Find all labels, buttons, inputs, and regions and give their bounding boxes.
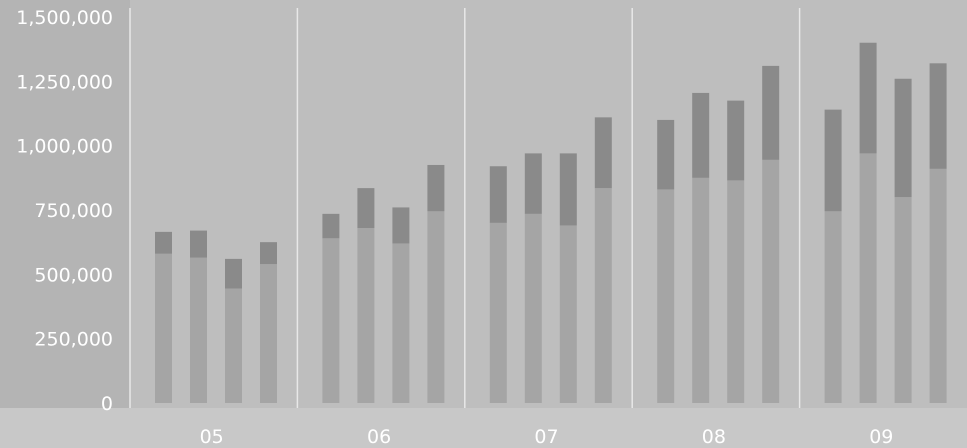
bar-lower-09-3 xyxy=(894,197,912,403)
bar-upper-07-3 xyxy=(559,153,577,226)
bar-upper-08-1 xyxy=(657,119,675,190)
bar-lower-08-2 xyxy=(692,177,710,403)
bar-upper-05-1 xyxy=(155,231,172,254)
bar-lower-09-2 xyxy=(859,153,877,403)
bar-lower-08-1 xyxy=(657,189,675,403)
bar-lower-06-3 xyxy=(392,243,410,403)
y-tick-label: 0 xyxy=(101,393,113,415)
bar-upper-05-3 xyxy=(225,258,242,289)
bar-lower-05-1 xyxy=(155,253,172,403)
bar-upper-08-2 xyxy=(692,92,710,178)
bar-upper-08-4 xyxy=(762,65,780,160)
bar-lower-06-2 xyxy=(357,228,375,403)
bar-upper-06-1 xyxy=(322,213,340,239)
bar-upper-09-1 xyxy=(824,109,842,212)
x-category-label: 06 xyxy=(367,426,391,448)
bar-lower-07-1 xyxy=(489,222,507,403)
bar-lower-07-4 xyxy=(594,188,612,403)
bar-upper-06-3 xyxy=(392,207,410,244)
category-band xyxy=(0,408,967,448)
y-tick-label: 250,000 xyxy=(34,329,113,351)
bar-lower-06-4 xyxy=(427,211,445,403)
bar-upper-07-4 xyxy=(594,117,612,189)
bar-upper-09-2 xyxy=(859,42,877,154)
bar-upper-05-2 xyxy=(190,230,207,258)
bar-lower-09-4 xyxy=(929,168,947,403)
bar-lower-05-3 xyxy=(225,288,242,403)
y-axis-ticks: 0 250,000 500,000 750,000 1,000,000 1,250,000… xyxy=(16,7,113,415)
y-tick-label: 1,250,000 xyxy=(16,71,113,93)
y-tick-label: 1,500,000 xyxy=(16,7,113,29)
bar-lower-05-2 xyxy=(190,257,207,403)
y-tick-label: 500,000 xyxy=(34,264,113,286)
bar-upper-06-2 xyxy=(357,188,375,229)
bar-lower-07-3 xyxy=(559,225,577,403)
x-category-label: 07 xyxy=(534,426,558,448)
x-axis-categories: 05 06 07 08 09 xyxy=(200,426,894,448)
bar-upper-09-4 xyxy=(929,63,947,169)
bar-upper-05-4 xyxy=(260,242,277,265)
bars xyxy=(155,42,947,403)
x-category-label: 08 xyxy=(702,426,726,448)
bar-lower-07-2 xyxy=(524,213,542,403)
x-category-label: 05 xyxy=(200,426,224,448)
bar-upper-08-3 xyxy=(727,100,745,181)
group-separators xyxy=(129,8,801,408)
y-tick-label: 1,000,000 xyxy=(16,136,113,158)
y-tick-label: 750,000 xyxy=(34,200,113,222)
bar-lower-08-4 xyxy=(762,159,780,403)
bar-lower-05-4 xyxy=(260,264,277,403)
x-category-label: 09 xyxy=(869,426,893,448)
bar-upper-07-2 xyxy=(524,153,542,214)
bar-upper-06-4 xyxy=(427,164,445,212)
bar-lower-08-3 xyxy=(727,180,745,403)
bar-lower-09-1 xyxy=(824,211,842,403)
bar-upper-07-1 xyxy=(489,166,507,223)
bar-lower-06-1 xyxy=(322,238,340,403)
bar-upper-09-3 xyxy=(894,78,912,198)
